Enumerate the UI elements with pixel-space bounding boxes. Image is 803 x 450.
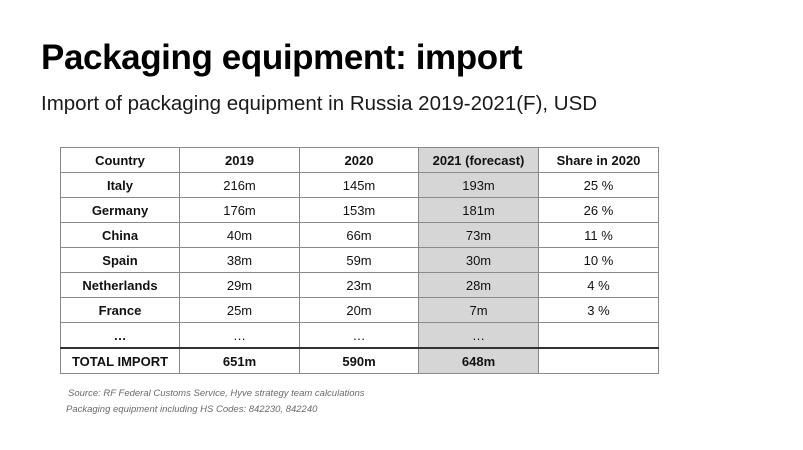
slide-title: Packaging equipment: import (41, 38, 523, 77)
hs-codes-footnote: Packaging equipment including HS Codes: … (66, 404, 318, 415)
share-cell: 11 % (538, 222, 659, 248)
value-2019-cell: 29m (179, 272, 300, 298)
share-cell: 25 % (538, 172, 659, 198)
value-2019-cell: 38m (179, 247, 300, 273)
share-cell: 26 % (538, 197, 659, 223)
header-2019: 2019 (179, 147, 300, 173)
value-2020-cell: 145m (299, 172, 419, 198)
import-table: Country 2019 2020 2021 (forecast) Share … (60, 147, 659, 374)
country-cell: France (60, 297, 180, 323)
value-2021-forecast-cell: 193m (418, 172, 539, 198)
table-row: France 25m 20m 7m 3 % (60, 297, 659, 323)
table-row: Netherlands 29m 23m 28m 4 % (60, 272, 659, 298)
total-2020-cell: 590m (299, 347, 419, 374)
header-2021-forecast: 2021 (forecast) (418, 147, 539, 173)
value-2021-forecast-cell: 7m (418, 297, 539, 323)
total-2021-forecast-cell: 648m (418, 347, 539, 374)
table-row: China 40m 66m 73m 11 % (60, 222, 659, 248)
total-share-cell (538, 347, 659, 374)
country-cell: Spain (60, 247, 180, 273)
table-row: Spain 38m 59m 30m 10 % (60, 247, 659, 273)
share-cell: 4 % (538, 272, 659, 298)
value-2021-forecast-cell: 28m (418, 272, 539, 298)
slide-subtitle: Import of packaging equipment in Russia … (41, 92, 598, 115)
country-cell: … (60, 322, 180, 349)
value-2021-forecast-cell: 30m (418, 247, 539, 273)
value-2019-cell: 176m (179, 197, 300, 223)
value-2020-cell: 20m (299, 297, 419, 323)
value-2021-forecast-cell: 181m (418, 197, 539, 223)
country-cell: China (60, 222, 180, 248)
value-2019-cell: 40m (179, 222, 300, 248)
table-row: Italy 216m 145m 193m 25 % (60, 172, 659, 198)
value-2021-forecast-cell: 73m (418, 222, 539, 248)
share-cell: 10 % (538, 247, 659, 273)
country-cell: Italy (60, 172, 180, 198)
total-row: TOTAL IMPORT 651m 590m 648m (60, 347, 659, 374)
header-country: Country (60, 147, 180, 173)
table-row-ellipsis: … … … … (60, 322, 659, 349)
value-2020-cell: 153m (299, 197, 419, 223)
total-2019-cell: 651m (179, 347, 300, 374)
share-cell (538, 322, 659, 349)
table-header-row: Country 2019 2020 2021 (forecast) Share … (60, 147, 659, 173)
value-2020-cell: 23m (299, 272, 419, 298)
value-2021-forecast-cell: … (418, 322, 539, 349)
source-footnote: Source: RF Federal Customs Service, Hyve… (68, 388, 365, 399)
value-2019-cell: 216m (179, 172, 300, 198)
country-cell: Germany (60, 197, 180, 223)
value-2020-cell: 59m (299, 247, 419, 273)
header-2020: 2020 (299, 147, 419, 173)
country-cell: Netherlands (60, 272, 180, 298)
share-cell: 3 % (538, 297, 659, 323)
value-2020-cell: 66m (299, 222, 419, 248)
table-row: Germany 176m 153m 181m 26 % (60, 197, 659, 223)
value-2019-cell: … (179, 322, 300, 349)
total-label: TOTAL IMPORT (60, 347, 180, 374)
value-2020-cell: … (299, 322, 419, 349)
value-2019-cell: 25m (179, 297, 300, 323)
header-share-2020: Share in 2020 (538, 147, 659, 173)
